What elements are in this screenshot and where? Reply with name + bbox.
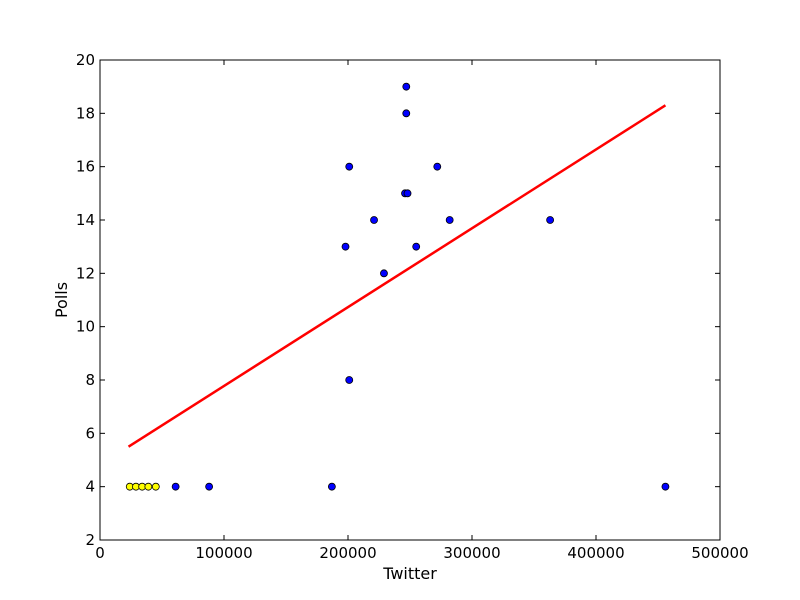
x-tick-label: 300000 bbox=[443, 544, 500, 562]
y-tick-label: 4 bbox=[85, 478, 95, 496]
y-axis: 2 4 6 8 10 12 14 16 18 20 bbox=[76, 51, 720, 549]
data-point bbox=[327, 482, 336, 491]
y-tick-label: 6 bbox=[85, 424, 95, 442]
data-point bbox=[151, 482, 160, 491]
data-point bbox=[370, 216, 378, 224]
data-point bbox=[341, 242, 350, 251]
y-tick-label: 20 bbox=[76, 51, 95, 69]
fit-line-layer bbox=[127, 104, 667, 448]
data-point bbox=[144, 482, 153, 491]
plot-area bbox=[100, 60, 720, 540]
data-point bbox=[380, 269, 388, 278]
data-point bbox=[402, 109, 411, 118]
data-point bbox=[205, 482, 214, 491]
y-tick-label: 8 bbox=[85, 371, 95, 389]
data-point bbox=[345, 162, 354, 171]
data-point bbox=[412, 242, 421, 251]
data-point bbox=[345, 376, 354, 384]
points-layer bbox=[125, 82, 670, 491]
data-point bbox=[433, 162, 442, 171]
y-axis-label: Polls bbox=[52, 282, 71, 318]
plot-frame bbox=[99, 59, 721, 541]
y-tick-label: 12 bbox=[76, 264, 95, 282]
data-point bbox=[402, 82, 411, 91]
data-point bbox=[546, 216, 555, 224]
x-tick-label: 500000 bbox=[691, 544, 748, 562]
data-point bbox=[445, 216, 454, 224]
y-tick-label: 2 bbox=[85, 531, 95, 549]
y-tick-label: 16 bbox=[76, 158, 95, 176]
x-tick-label: 200000 bbox=[319, 544, 376, 562]
y-tick-label: 10 bbox=[76, 318, 95, 336]
x-tick-label: 400000 bbox=[567, 544, 624, 562]
x-axis: 0 100000 200000 300000 400000 500000 bbox=[95, 60, 749, 562]
data-point bbox=[171, 482, 180, 491]
x-tick-label: 0 bbox=[95, 544, 105, 562]
x-tick-label: 100000 bbox=[195, 544, 252, 562]
y-tick-label: 14 bbox=[76, 211, 95, 229]
fit-line bbox=[127, 104, 667, 448]
x-axis-label: Twitter bbox=[382, 564, 437, 583]
data-point bbox=[661, 482, 670, 491]
y-tick-label: 18 bbox=[76, 104, 95, 122]
data-point bbox=[403, 189, 412, 198]
